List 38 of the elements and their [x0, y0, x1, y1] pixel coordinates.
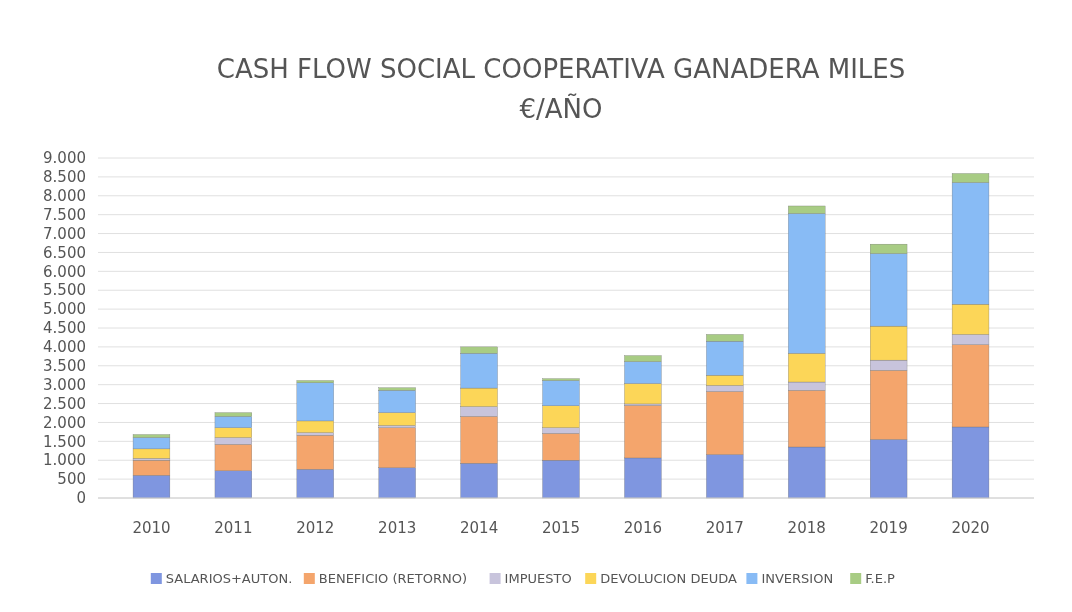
- y-tick-label: 9.000: [43, 149, 86, 168]
- legend-label: SALARIOS+AUTON.: [165, 571, 293, 586]
- legend-label: DEVOLUCION DEUDA: [600, 571, 737, 586]
- x-tick-label: 2020: [951, 519, 990, 537]
- x-tick-label: 2010: [132, 519, 171, 537]
- y-tick-label: 0: [76, 489, 86, 508]
- y-tick-label: 5.000: [43, 300, 86, 319]
- y-tick-label: 8.000: [43, 187, 86, 206]
- x-tick-label: 2019: [869, 519, 908, 537]
- y-tick-label: 5.500: [43, 281, 86, 300]
- x-tick-label: 2017: [705, 519, 744, 537]
- x-tick-label: 2012: [296, 519, 335, 537]
- x-tick-label: 2014: [460, 519, 499, 537]
- y-tick-label: 3.500: [43, 357, 86, 376]
- x-tick-label: 2016: [623, 519, 662, 537]
- y-tick-label: 2.000: [43, 413, 86, 432]
- chart-subtitle: €/AÑO: [519, 93, 603, 124]
- y-tick-label: 8.500: [43, 168, 86, 187]
- legend-label: BENEFICIO (RETORNO): [318, 571, 468, 586]
- legend-label: IMPUESTO: [504, 571, 572, 586]
- y-tick-label: 3.000: [43, 375, 86, 394]
- y-tick-label: 4.000: [43, 338, 86, 357]
- y-tick-label: 7.500: [43, 205, 86, 224]
- legend-label: INVERSION: [761, 571, 834, 586]
- chart-title: CASH FLOW SOCIAL COOPERATIVA GANADERA MILES: [216, 54, 906, 84]
- y-tick-label: 7.000: [43, 224, 86, 243]
- y-tick-label: 6.500: [43, 243, 86, 262]
- y-tick-label: 2.500: [43, 394, 86, 413]
- x-tick-label: 2018: [787, 519, 826, 537]
- legend-label: F.E.P: [865, 571, 896, 586]
- x-tick-label: 2011: [214, 519, 253, 537]
- y-tick-label: 1.500: [43, 432, 86, 451]
- y-tick-label: 500: [57, 470, 86, 489]
- y-tick-label: 6.000: [43, 262, 86, 281]
- y-tick-label: 4.500: [43, 319, 86, 338]
- x-tick-label: 2015: [541, 519, 581, 537]
- x-tick-label: 2013: [378, 519, 417, 537]
- y-tick-label: 1.000: [43, 451, 86, 470]
